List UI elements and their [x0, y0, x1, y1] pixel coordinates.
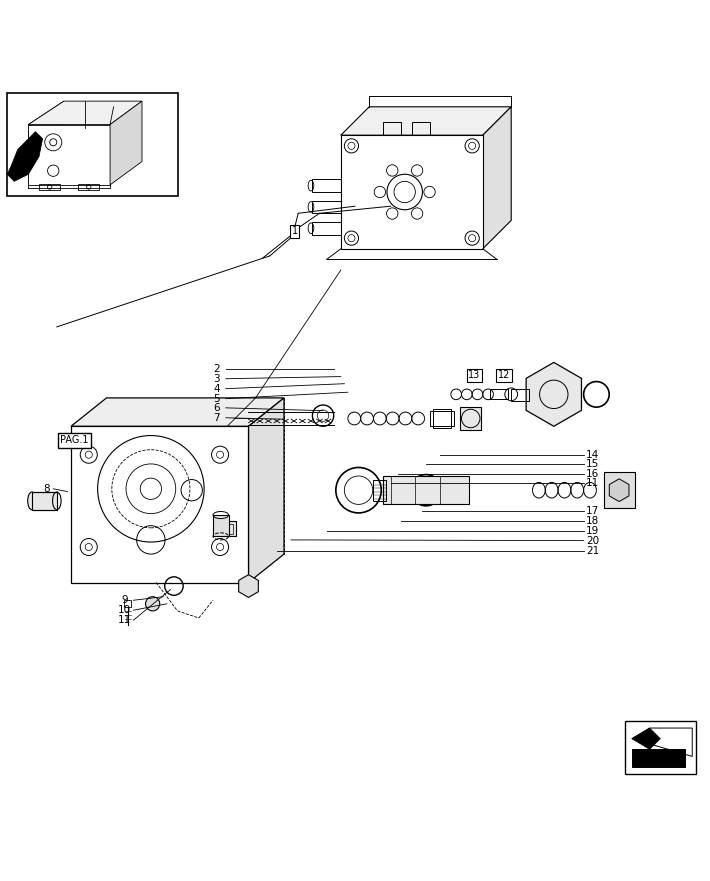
- Polygon shape: [526, 362, 581, 426]
- Polygon shape: [71, 426, 248, 582]
- Polygon shape: [239, 574, 258, 597]
- Bar: [632, 750, 685, 767]
- Text: 5: 5: [213, 394, 220, 403]
- Bar: [312, 222, 341, 234]
- Polygon shape: [483, 107, 511, 248]
- Bar: [124, 600, 131, 607]
- Polygon shape: [632, 728, 660, 750]
- Bar: [383, 122, 401, 135]
- Bar: [32, 492, 57, 510]
- Text: 16: 16: [586, 469, 599, 479]
- Text: 8: 8: [43, 484, 50, 493]
- Text: 11: 11: [118, 615, 131, 626]
- Bar: [312, 201, 341, 213]
- Bar: [234, 410, 252, 427]
- Bar: [511, 389, 529, 402]
- Bar: [625, 721, 696, 774]
- Text: 10: 10: [118, 605, 131, 615]
- Polygon shape: [609, 479, 629, 501]
- Polygon shape: [28, 124, 110, 185]
- Bar: [213, 515, 229, 537]
- Bar: [490, 389, 508, 399]
- Bar: [78, 184, 99, 190]
- Bar: [39, 184, 60, 190]
- Bar: [373, 479, 386, 501]
- Polygon shape: [632, 728, 692, 757]
- Bar: [223, 523, 233, 534]
- Text: 11: 11: [586, 478, 599, 488]
- Polygon shape: [110, 101, 142, 185]
- Polygon shape: [341, 107, 511, 135]
- Bar: [312, 179, 341, 192]
- Text: 13: 13: [468, 370, 481, 381]
- Bar: [604, 472, 635, 508]
- Text: 9: 9: [121, 596, 128, 605]
- Text: 6: 6: [213, 403, 220, 413]
- Text: 20: 20: [586, 536, 599, 545]
- Bar: [430, 411, 454, 426]
- Polygon shape: [341, 135, 483, 248]
- Bar: [220, 521, 236, 537]
- Text: 21: 21: [586, 545, 599, 556]
- Text: 18: 18: [586, 515, 599, 526]
- Bar: [433, 409, 451, 428]
- Text: PAG.1: PAG.1: [60, 435, 89, 446]
- Polygon shape: [248, 398, 284, 582]
- Text: 12: 12: [498, 370, 510, 381]
- Text: 7: 7: [213, 413, 220, 423]
- Polygon shape: [28, 101, 64, 185]
- Text: 19: 19: [586, 526, 599, 536]
- Ellipse shape: [28, 492, 36, 510]
- Text: 17: 17: [586, 507, 599, 516]
- Text: 1: 1: [292, 226, 297, 236]
- Text: 4: 4: [213, 383, 220, 394]
- Bar: [7, 93, 178, 196]
- Circle shape: [146, 596, 160, 611]
- Text: 2: 2: [213, 365, 220, 374]
- Bar: [383, 476, 469, 505]
- Polygon shape: [106, 398, 284, 554]
- Text: 3: 3: [213, 374, 220, 384]
- Polygon shape: [71, 398, 284, 426]
- Bar: [412, 122, 430, 135]
- Text: 14: 14: [586, 449, 599, 460]
- Polygon shape: [7, 131, 43, 181]
- Polygon shape: [28, 101, 142, 124]
- Text: 15: 15: [586, 459, 599, 469]
- Bar: [460, 407, 481, 430]
